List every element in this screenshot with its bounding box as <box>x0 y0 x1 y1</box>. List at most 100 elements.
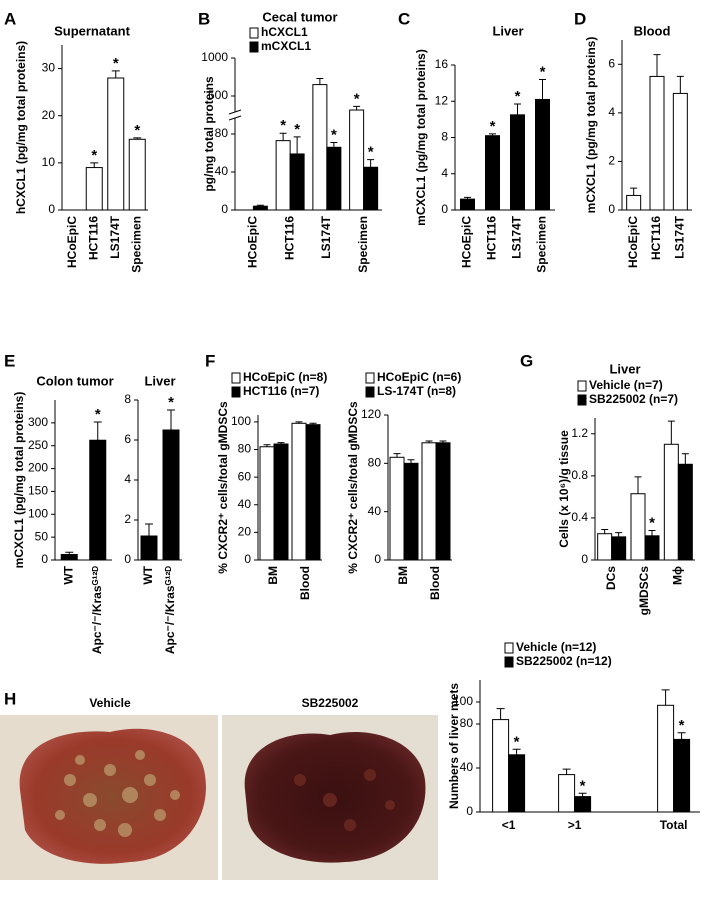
bar <box>510 114 525 211</box>
significance-star: * <box>580 777 586 794</box>
legend-swatch <box>504 642 514 654</box>
liver-shape <box>19 728 206 864</box>
significance-star: * <box>168 394 174 411</box>
bar <box>312 84 328 211</box>
y-tick-label: 0 <box>41 552 48 566</box>
significance-star: * <box>331 127 337 144</box>
error-bar <box>407 459 415 464</box>
legend-label: LS-174T (n=8) <box>377 384 456 398</box>
significance-star: * <box>113 55 119 72</box>
error-bar <box>293 136 301 154</box>
error-bar <box>661 689 670 706</box>
photo-label: SB225002 <box>302 696 359 710</box>
x-tick-label: <1 <box>502 818 516 832</box>
x-tick-label: HCT116 <box>282 216 296 260</box>
legend-label: Vehicle (n=12) <box>516 640 596 654</box>
bar <box>273 443 289 561</box>
significance-star: * <box>540 63 546 80</box>
y-tick-label: 100 <box>453 694 473 708</box>
error-bar <box>630 187 638 196</box>
y-tick-label: 1000 <box>201 50 228 64</box>
significance-star: * <box>294 121 300 138</box>
y-tick-label: 250 <box>28 438 48 452</box>
legend-swatch <box>231 386 241 398</box>
x-tick-label: HCoEpiC <box>246 216 260 268</box>
significance-star: * <box>679 717 685 734</box>
x-tick-label: HCoEpiC <box>626 216 640 268</box>
x-tick-label: Mϕ <box>671 566 685 585</box>
error-bar <box>512 748 521 755</box>
y-axis-label: mCXCL1 (pg/mg total proteins) <box>414 49 428 226</box>
axis-break-gap <box>230 112 240 118</box>
bar <box>630 493 646 561</box>
legend-swatch <box>577 394 587 406</box>
legend-label: hCXCL1 <box>261 25 308 39</box>
y-tick-label: 0 <box>581 552 588 566</box>
error-bar <box>353 105 361 111</box>
y-tick-label: 16 <box>435 57 449 71</box>
y-axis-label: mCXCL1 (pg/mg total proteins) <box>12 392 26 569</box>
y-tick-label: 80 <box>460 716 474 730</box>
bar <box>128 138 146 211</box>
photo-vehicle <box>0 715 218 880</box>
error-bar <box>653 54 661 77</box>
legend-swatch <box>249 41 259 53</box>
bar <box>140 535 158 561</box>
error-bar <box>578 792 587 797</box>
y-tick-label: 100 <box>28 506 48 520</box>
y-tick-label: 40 <box>215 164 229 178</box>
y-tick-label: 0 <box>221 202 228 216</box>
bar <box>107 77 125 211</box>
legend-swatch <box>365 372 375 384</box>
legend-swatch <box>504 656 514 668</box>
y-tick-label: 40 <box>460 760 474 774</box>
y-tick-label: 30 <box>42 61 56 75</box>
error-bar <box>676 75 684 94</box>
y-tick-label: 200 <box>28 461 48 475</box>
error-bar <box>393 453 401 458</box>
error-bar <box>489 133 496 136</box>
significance-star: * <box>368 144 374 161</box>
y-tick-label: 40 <box>238 497 252 511</box>
error-bar <box>167 409 175 430</box>
panel-letter: A <box>4 9 16 28</box>
legend-swatch <box>231 372 241 384</box>
significance-star: * <box>95 406 101 423</box>
bar <box>460 198 475 211</box>
y-tick-label: 8 <box>124 392 131 406</box>
chart-title: Liver <box>144 373 175 388</box>
error-bar <box>263 444 271 447</box>
error-bar <box>111 70 120 78</box>
error-bar <box>330 142 338 148</box>
x-tick-label: LS174T <box>108 215 122 258</box>
y-tick-label: 0 <box>48 202 55 216</box>
bar <box>508 754 526 813</box>
significance-star: * <box>134 122 140 139</box>
y-tick-label: 0.4 <box>571 510 588 524</box>
error-bar <box>145 523 153 536</box>
metastases <box>55 750 180 837</box>
x-tick-label: Apc⁻/⁻/Krasᴳ¹²ᴰ <box>163 565 177 654</box>
error-bar <box>93 421 102 441</box>
x-tick-label: HCoEpiC <box>65 216 79 268</box>
y-axis-label: mCXCL1 (pg/mg total proteins) <box>584 37 598 214</box>
bar <box>89 439 107 561</box>
x-tick-label: WT <box>141 565 155 584</box>
y-tick-label: 0 <box>124 552 131 566</box>
y-axis-label: hCXCL1 (pg/mg total proteins) <box>14 41 28 214</box>
x-tick-label: Blood <box>298 566 312 600</box>
bar <box>403 462 419 561</box>
bar <box>85 167 103 211</box>
error-bar <box>667 420 675 445</box>
y-tick-label: 40 <box>368 504 382 518</box>
y-tick-label: 20 <box>238 525 252 539</box>
y-tick-label: 4 <box>441 166 448 180</box>
x-tick-label: LS174T <box>673 215 687 258</box>
y-tick-label: 0 <box>608 202 615 216</box>
error-bar <box>367 159 375 168</box>
bar <box>421 442 437 561</box>
error-bar <box>316 78 324 85</box>
legend-label: HCT116 (n=7) <box>243 384 319 398</box>
y-tick-label: 80 <box>238 442 252 456</box>
x-tick-label: Specimen <box>356 216 370 273</box>
